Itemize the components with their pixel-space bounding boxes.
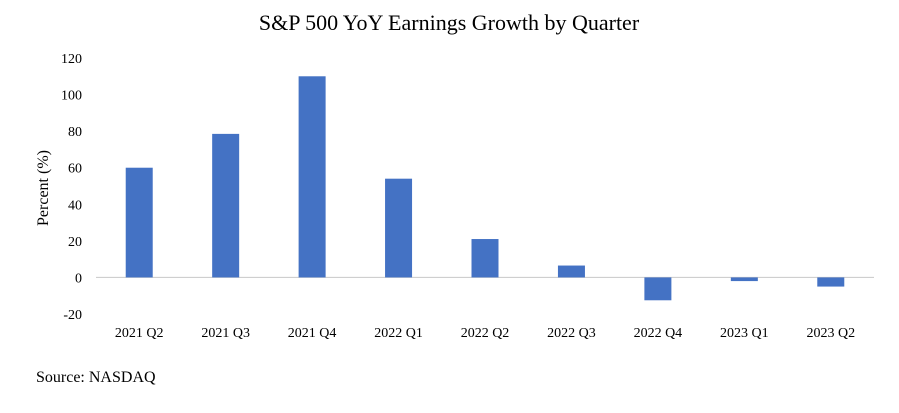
x-tick-label: 2023 Q2 [806, 326, 855, 341]
bar [298, 76, 326, 278]
chart-title: S&P 500 YoY Earnings Growth by Quarter [259, 10, 640, 35]
x-tick-label: 2022 Q4 [634, 326, 683, 341]
y-axis-label: Percent (%) [35, 150, 52, 226]
bars [125, 76, 845, 301]
x-tick-label: 2022 Q1 [374, 326, 423, 341]
y-tick-label: 20 [68, 235, 82, 250]
bar [125, 167, 153, 278]
bar [730, 277, 758, 282]
bar [385, 178, 413, 278]
bar [212, 133, 240, 278]
y-tick-label: 40 [68, 198, 82, 213]
y-tick-label: 60 [68, 162, 82, 177]
x-tick-label: 2022 Q2 [461, 326, 510, 341]
y-tick-label: -20 [63, 308, 82, 323]
bar [817, 277, 845, 287]
x-tick-label: 2021 Q4 [288, 326, 337, 341]
x-tick-label: 2021 Q3 [201, 326, 250, 341]
bar [471, 239, 499, 278]
x-tick-labels: 2021 Q2 2021 Q3 2021 Q4 2022 Q1 2022 Q2 2022 … [115, 326, 855, 341]
y-tick-label: 120 [61, 52, 82, 67]
x-tick-label: 2023 Q1 [720, 326, 769, 341]
y-tick-label: 100 [61, 89, 82, 104]
x-tick-label: 2022 Q3 [547, 326, 596, 341]
y-tick-labels: -20 0 20 40 60 80 100 120 [61, 52, 82, 323]
bar [557, 265, 585, 278]
source-note: Source: NASDAQ [36, 369, 156, 386]
x-tick-label: 2021 Q2 [115, 326, 164, 341]
y-tick-label: 80 [68, 125, 82, 140]
y-tick-label: 0 [75, 271, 82, 286]
bar [644, 277, 672, 301]
